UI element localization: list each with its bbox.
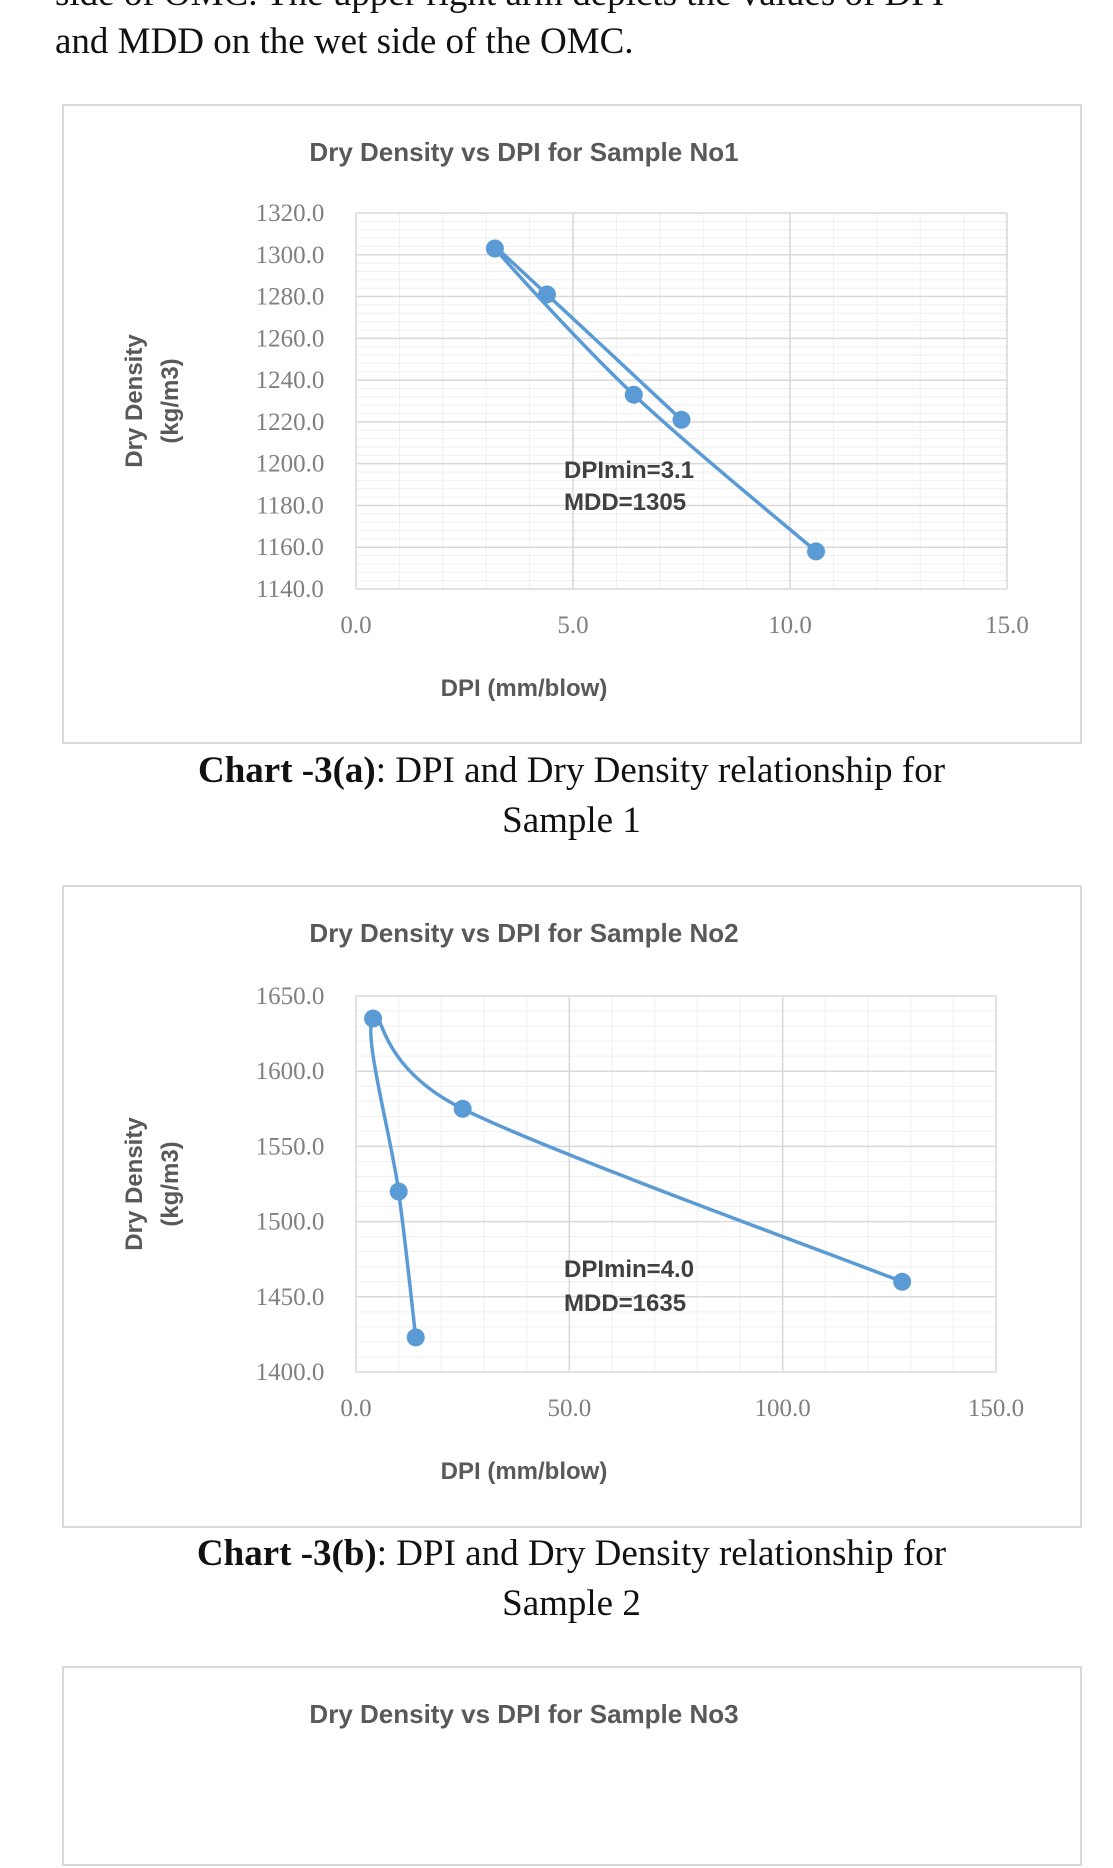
data-point <box>389 1182 408 1201</box>
caption-label: Chart -3(a) <box>197 750 376 791</box>
annotation-label: DPImin=4.0 <box>564 1256 694 1283</box>
y-tick-label: 1450.0 <box>256 1284 325 1311</box>
y-axis-unit-label: (kg/m3) <box>157 1141 184 1226</box>
y-tick-label: 1200.0 <box>256 451 325 478</box>
data-point <box>624 385 643 404</box>
chart-title: Dry Density vs DPI for Sample No2 <box>309 918 738 948</box>
data-point <box>807 542 826 561</box>
data-point <box>893 1272 912 1291</box>
y-tick-label: 1400.0 <box>256 1359 325 1386</box>
chart-sample-3: Dry Density vs DPI for Sample No3 <box>62 1666 1082 1866</box>
y-axis-unit-label: (kg/m3) <box>157 358 184 443</box>
series-line <box>489 242 818 553</box>
chart-svg-2: Dry Density vs DPI for Sample No2 0.0 50.0… <box>121 918 1024 1485</box>
y-tick-label: 1300.0 <box>256 242 325 269</box>
chart-svg-3: Dry Density vs DPI for Sample No3 <box>309 1699 738 1729</box>
data-point <box>672 410 691 429</box>
annotation-label: MDD=1305 <box>564 489 686 516</box>
caption-label: Chart -3(b) <box>196 1533 377 1574</box>
chart-svg-1: Dry Density vs DPI for Sample No1 0.0 5.0 1… <box>121 137 1029 702</box>
x-tick-label: 100.0 <box>755 1395 811 1422</box>
chart-sample-1: Dry Density vs DPI for Sample No1 0.0 5.0 1… <box>62 104 1082 744</box>
data-point <box>485 239 504 258</box>
x-axis-label: DPI (mm/blow) <box>441 1458 608 1485</box>
x-tick-label: 50.0 <box>547 1395 591 1422</box>
data-point <box>537 285 556 304</box>
y-tick-label: 1240.0 <box>256 367 325 394</box>
x-tick-label: 0.0 <box>340 1395 371 1422</box>
y-tick-label: 1180.0 <box>256 492 324 519</box>
chart-title: Dry Density vs DPI for Sample No3 <box>309 1699 738 1729</box>
caption-line2: Sample 1 <box>502 800 641 841</box>
chart-title: Dry Density vs DPI for Sample No1 <box>309 137 738 167</box>
annotation-label: MDD=1635 <box>564 1290 686 1317</box>
data-point <box>406 1328 425 1347</box>
annotation-label: DPImin=3.1 <box>564 457 694 484</box>
y-tick-label: 1140.0 <box>256 576 324 603</box>
caption-text: : DPI and Dry Density relationship for <box>375 750 946 791</box>
x-tick-label: 5.0 <box>557 612 588 639</box>
y-axis-label: Dry Density <box>121 1117 148 1251</box>
y-tick-label: 1600.0 <box>256 1058 325 1085</box>
y-tick-label: 1220.0 <box>256 409 325 436</box>
y-axis-label: Dry Density <box>121 334 148 468</box>
caption-line2: Sample 2 <box>502 1583 641 1624</box>
y-tick-label: 1280.0 <box>256 284 325 311</box>
caption-chart-3a: Chart -3(a): DPI and Dry Density relatio… <box>0 746 1113 846</box>
x-tick-label: 150.0 <box>968 1395 1024 1422</box>
caption-text: : DPI and Dry Density relationship for <box>376 1533 947 1574</box>
chart-sample-2: Dry Density vs DPI for Sample No2 0.0 50.0… <box>62 885 1082 1528</box>
paragraph-line: and MDD on the wet side of the OMC. <box>55 21 634 62</box>
y-tick-label: 1160.0 <box>256 534 324 561</box>
data-point <box>364 1009 383 1028</box>
x-tick-label: 10.0 <box>768 612 812 639</box>
caption-chart-3b: Chart -3(b): DPI and Dry Density relatio… <box>0 1529 1113 1629</box>
data-point <box>453 1099 472 1118</box>
x-axis-label: DPI (mm/blow) <box>441 675 608 702</box>
x-tick-label: 15.0 <box>985 612 1029 639</box>
y-tick-label: 1550.0 <box>256 1133 325 1160</box>
paragraph-line-partial: side of OMC. The upper right arm depicts… <box>55 0 944 16</box>
y-tick-label: 1650.0 <box>256 983 325 1010</box>
y-tick-label: 1260.0 <box>256 325 325 352</box>
y-tick-label: 1500.0 <box>256 1209 325 1236</box>
x-tick-label: 0.0 <box>340 612 371 639</box>
y-tick-label: 1320.0 <box>256 200 325 227</box>
